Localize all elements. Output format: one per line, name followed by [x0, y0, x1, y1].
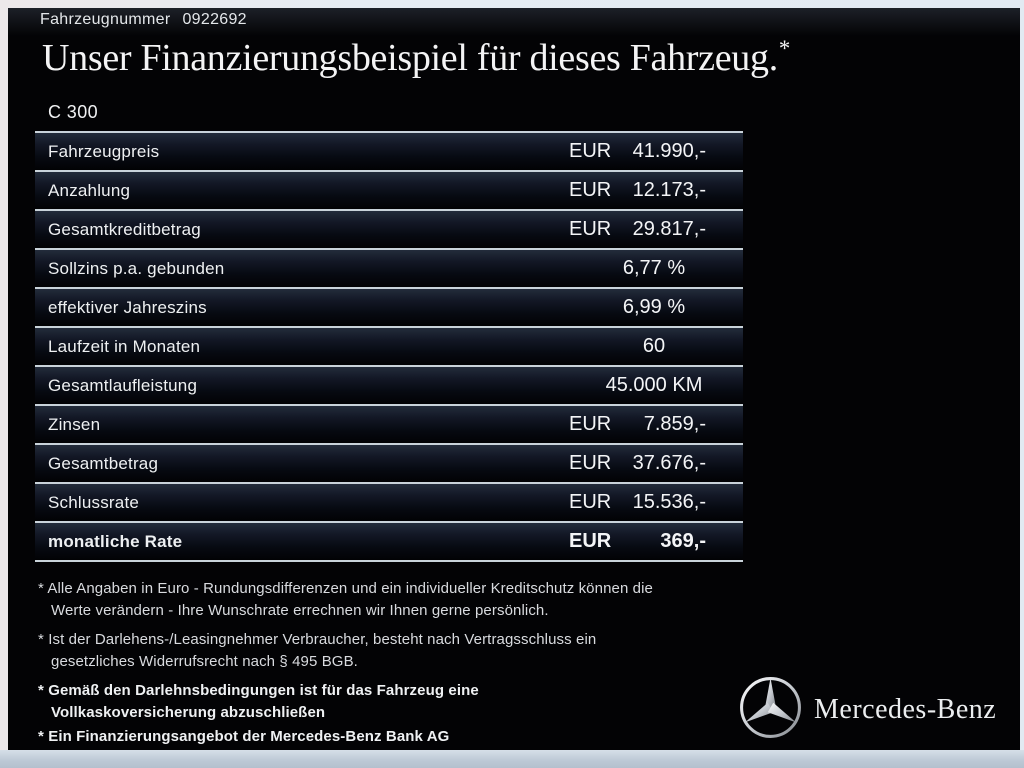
table-row: Schlussrate EUR 15.536,- — [35, 482, 743, 521]
table-row: Gesamtkreditbetrag EUR 29.817,- — [35, 209, 743, 248]
row-value: EUR 41.990,- — [551, 140, 743, 163]
table-row: effektiver Jahreszins 6,99 % — [35, 287, 743, 326]
row-value: EUR 12.173,- — [551, 179, 743, 202]
row-value: EUR 15.536,- — [551, 491, 743, 514]
row-label: monatliche Rate — [48, 531, 183, 551]
footnote: * Gemäß den Darlehnsbedingungen ist für … — [38, 682, 479, 721]
footnote: * Alle Angaben in Euro - Rundungsdiffere… — [38, 580, 653, 619]
brand-name: Mercedes-Benz — [814, 694, 997, 725]
row-value: 45.000 KM — [605, 374, 703, 396]
vehicle-model: C 300 — [48, 102, 99, 122]
finance-sheet-panel: Fahrzeugnummer 0922692 Unser Finanzierung… — [8, 8, 1020, 750]
footnotes: * Alle Angaben in Euro - Rundungsdiffere… — [38, 578, 758, 750]
footnote: * Ist der Darlehens-/Leasingnehmer Verbr… — [38, 631, 597, 670]
amount: 41.990,- — [632, 140, 706, 162]
row-value: EUR 29.817,- — [551, 218, 743, 241]
table-row: Sollzins p.a. gebunden 6,77 % — [35, 248, 743, 287]
row-value: EUR 7.859,- — [551, 413, 743, 436]
row-label: Sollzins p.a. gebunden — [48, 258, 225, 278]
row-value: 6,99 % — [622, 296, 686, 318]
mercedes-star-icon — [740, 677, 801, 738]
amount: 15.536,- — [632, 491, 706, 513]
row-label: Gesamtbetrag — [48, 453, 159, 473]
currency-code: EUR — [569, 218, 612, 240]
row-label: effektiver Jahreszins — [48, 297, 207, 317]
amount: 12.173,- — [632, 179, 706, 201]
vehicle-number-value: 0922692 — [182, 11, 247, 28]
vehicle-number-line: Fahrzeugnummer 0922692 — [40, 11, 247, 29]
finance-table: Fahrzeugpreis EUR 41.990,- Anzahlung EUR 12.1… — [35, 131, 743, 562]
amount: 7.859,- — [643, 413, 706, 435]
page-title: Unser Finanzierungsbeispiel für dieses F… — [42, 36, 791, 79]
row-label: Fahrzeugpreis — [48, 141, 160, 161]
vehicle-number-label: Fahrzeugnummer — [40, 11, 171, 28]
table-row: Zinsen EUR 7.859,- — [35, 404, 743, 443]
row-value: 60 — [642, 335, 666, 357]
currency-code: EUR — [569, 179, 612, 201]
table-row: monatliche Rate EUR 369,- — [35, 521, 743, 562]
row-label: Anzahlung — [48, 180, 131, 200]
row-label: Gesamtlaufleistung — [48, 375, 198, 395]
currency-code: EUR — [569, 530, 612, 552]
currency-code: EUR — [569, 140, 612, 162]
row-label: Schlussrate — [48, 492, 140, 512]
currency-code: EUR — [569, 452, 612, 474]
footnote: * Ein Finanzierungsangebot der Mercedes-… — [38, 728, 450, 745]
table-row: Anzahlung EUR 12.173,- — [35, 170, 743, 209]
currency-code: EUR — [569, 413, 612, 435]
table-row: Laufzeit in Monaten 60 — [35, 326, 743, 365]
row-label: Gesamtkreditbetrag — [48, 219, 201, 239]
bottom-frame-strip — [0, 750, 1024, 768]
row-value: EUR 37.676,- — [551, 452, 743, 475]
title-asterisk: * — [778, 36, 791, 61]
currency-code: EUR — [569, 491, 612, 513]
amount: 29.817,- — [632, 218, 706, 240]
amount: 37.676,- — [632, 452, 706, 474]
row-value: 6,77 % — [622, 257, 686, 279]
table-row: Fahrzeugpreis EUR 41.990,- — [35, 131, 743, 170]
amount: 369,- — [660, 530, 706, 552]
row-value: EUR 369,- — [551, 530, 743, 553]
row-label: Zinsen — [48, 414, 101, 434]
row-label: Laufzeit in Monaten — [48, 336, 201, 356]
table-row: Gesamtbetrag EUR 37.676,- — [35, 443, 743, 482]
table-row: Gesamtlaufleistung 45.000 KM — [35, 365, 743, 404]
